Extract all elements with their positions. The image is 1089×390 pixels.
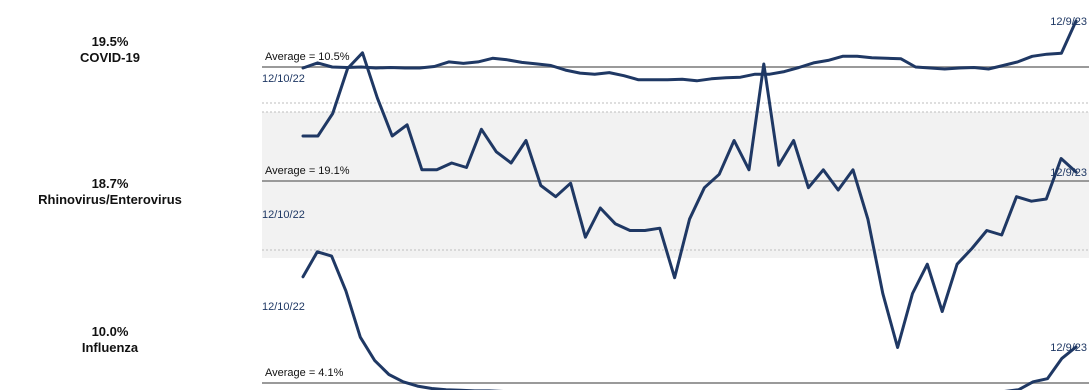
rhino-band (262, 112, 1089, 258)
rhino-current-value: 18.7% (91, 176, 129, 191)
covid-start-date: 12/10/22 (262, 73, 305, 85)
rhino-series-name: Rhinovirus/Enterovirus (38, 192, 182, 207)
influenza-average-label: Average = 4.1% (265, 367, 344, 379)
influenza-series-name: Influenza (81, 340, 139, 355)
covid-end-date: 12/9/23 (1050, 16, 1087, 28)
rhino-start-date: 12/10/22 (262, 209, 305, 221)
covid-current-value: 19.5% (91, 34, 129, 49)
rhino-average-label: Average = 19.1% (265, 165, 350, 177)
influenza-current-value: 10.0% (91, 324, 129, 339)
covid-series-name: COVID-19 (80, 50, 140, 65)
rhino-end-date: 12/9/23 (1050, 167, 1087, 179)
influenza-series-line (301, 250, 1078, 390)
influenza-end-date: 12/9/23 (1050, 342, 1087, 354)
label-influenza: 10.0% Influenza (0, 324, 220, 356)
covid-series-line (301, 19, 1078, 83)
influenza-start-date: 12/10/22 (262, 301, 305, 313)
label-rhino: 18.7% Rhinovirus/Enterovirus (0, 176, 220, 208)
rhino-series-line (301, 51, 1078, 349)
covid-average-label: Average = 10.5% (265, 51, 350, 63)
label-covid: 19.5% COVID-19 (0, 34, 220, 66)
